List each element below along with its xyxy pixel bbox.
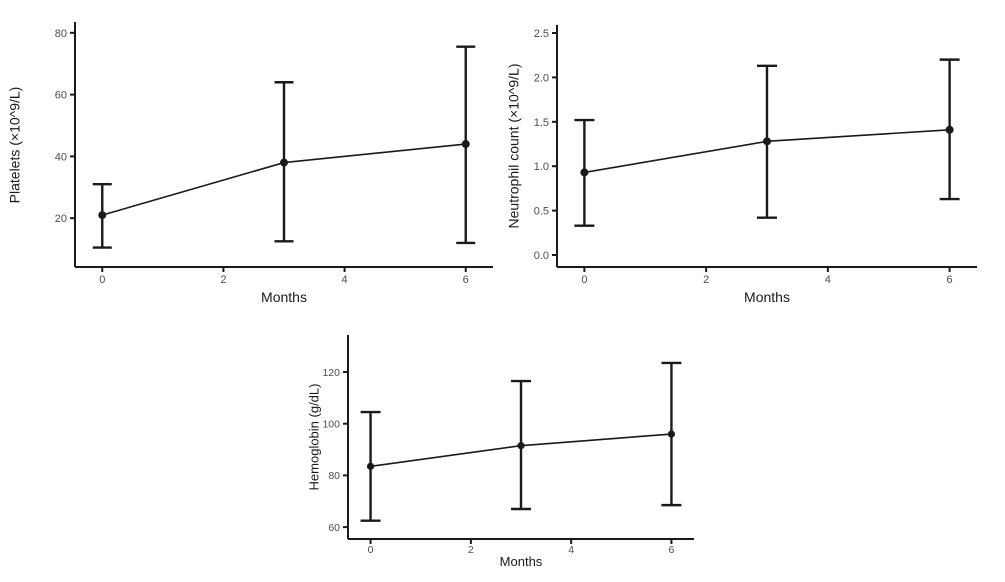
data-point: [667, 430, 676, 438]
y-tick-label: 2.5: [534, 28, 549, 40]
x-tick-label: 2: [468, 544, 474, 556]
data-point: [280, 158, 288, 167]
y-axis-title: Neutrophil count (×10^9/L): [506, 64, 522, 229]
y-tick-label: 60: [55, 90, 67, 102]
x-tick-label: 0: [368, 544, 374, 556]
data-point: [517, 442, 525, 450]
y-axis-title: Hemoglobin (g/dL): [306, 384, 321, 491]
x-tick-label: 2: [220, 274, 226, 286]
x-tick-label: 2: [703, 274, 709, 286]
y-axis-title: Platelets (×10^9/L): [7, 87, 23, 204]
data-point: [461, 140, 470, 149]
plot-layer: 0 2 4 6 60 80 100 120: [322, 335, 694, 556]
plot-layer: 0 2 4 6 0.0 0.5 1.0 1.5 2.0 2.5: [534, 25, 977, 286]
y-tick-label: 0.0: [534, 250, 549, 262]
x-axis-title: Months: [500, 554, 543, 569]
data-point: [98, 211, 107, 220]
y-tick-label: 100: [322, 418, 340, 430]
y-tick-label: 20: [55, 213, 67, 225]
platelets-chart: 0 2 4 6 20 40 60 80 Months Platelets (×10^9/L): [7, 22, 493, 305]
data-point: [763, 137, 771, 146]
x-tick-label: 4: [342, 274, 348, 286]
y-tick-label: 2.0: [534, 72, 549, 84]
hemoglobin-chart: 0 2 4 6 60 80 100 120 Months Hemoglobin (g/dL): [306, 335, 694, 569]
x-tick-label: 0: [581, 274, 587, 286]
y-tick-label: 80: [55, 28, 67, 40]
y-tick-label: 80: [328, 470, 340, 482]
x-axis-title: Months: [744, 289, 790, 305]
neutrophil-count-chart: 0 2 4 6 0.0 0.5 1.0 1.5 2.0 2.5 Months Neutrophil…: [506, 25, 977, 305]
x-tick-label: 6: [947, 274, 953, 286]
x-tick-label: 6: [463, 274, 469, 286]
data-point: [366, 462, 375, 470]
plot-layer: 0 2 4 6 20 40 60 80: [55, 22, 493, 286]
y-tick-label: 40: [55, 151, 67, 163]
x-axis-title: Months: [261, 289, 307, 305]
x-tick-label: 0: [99, 274, 105, 286]
data-point: [945, 125, 954, 134]
y-tick-label: 0.5: [534, 206, 549, 218]
x-tick-label: 4: [825, 274, 831, 286]
data-point: [580, 168, 589, 177]
y-tick-label: 1.5: [534, 117, 549, 129]
x-tick-label: 4: [568, 544, 574, 556]
y-tick-label: 1.0: [534, 161, 549, 173]
y-tick-label: 60: [328, 522, 340, 534]
x-tick-label: 6: [669, 544, 675, 556]
y-tick-label: 120: [322, 367, 340, 379]
